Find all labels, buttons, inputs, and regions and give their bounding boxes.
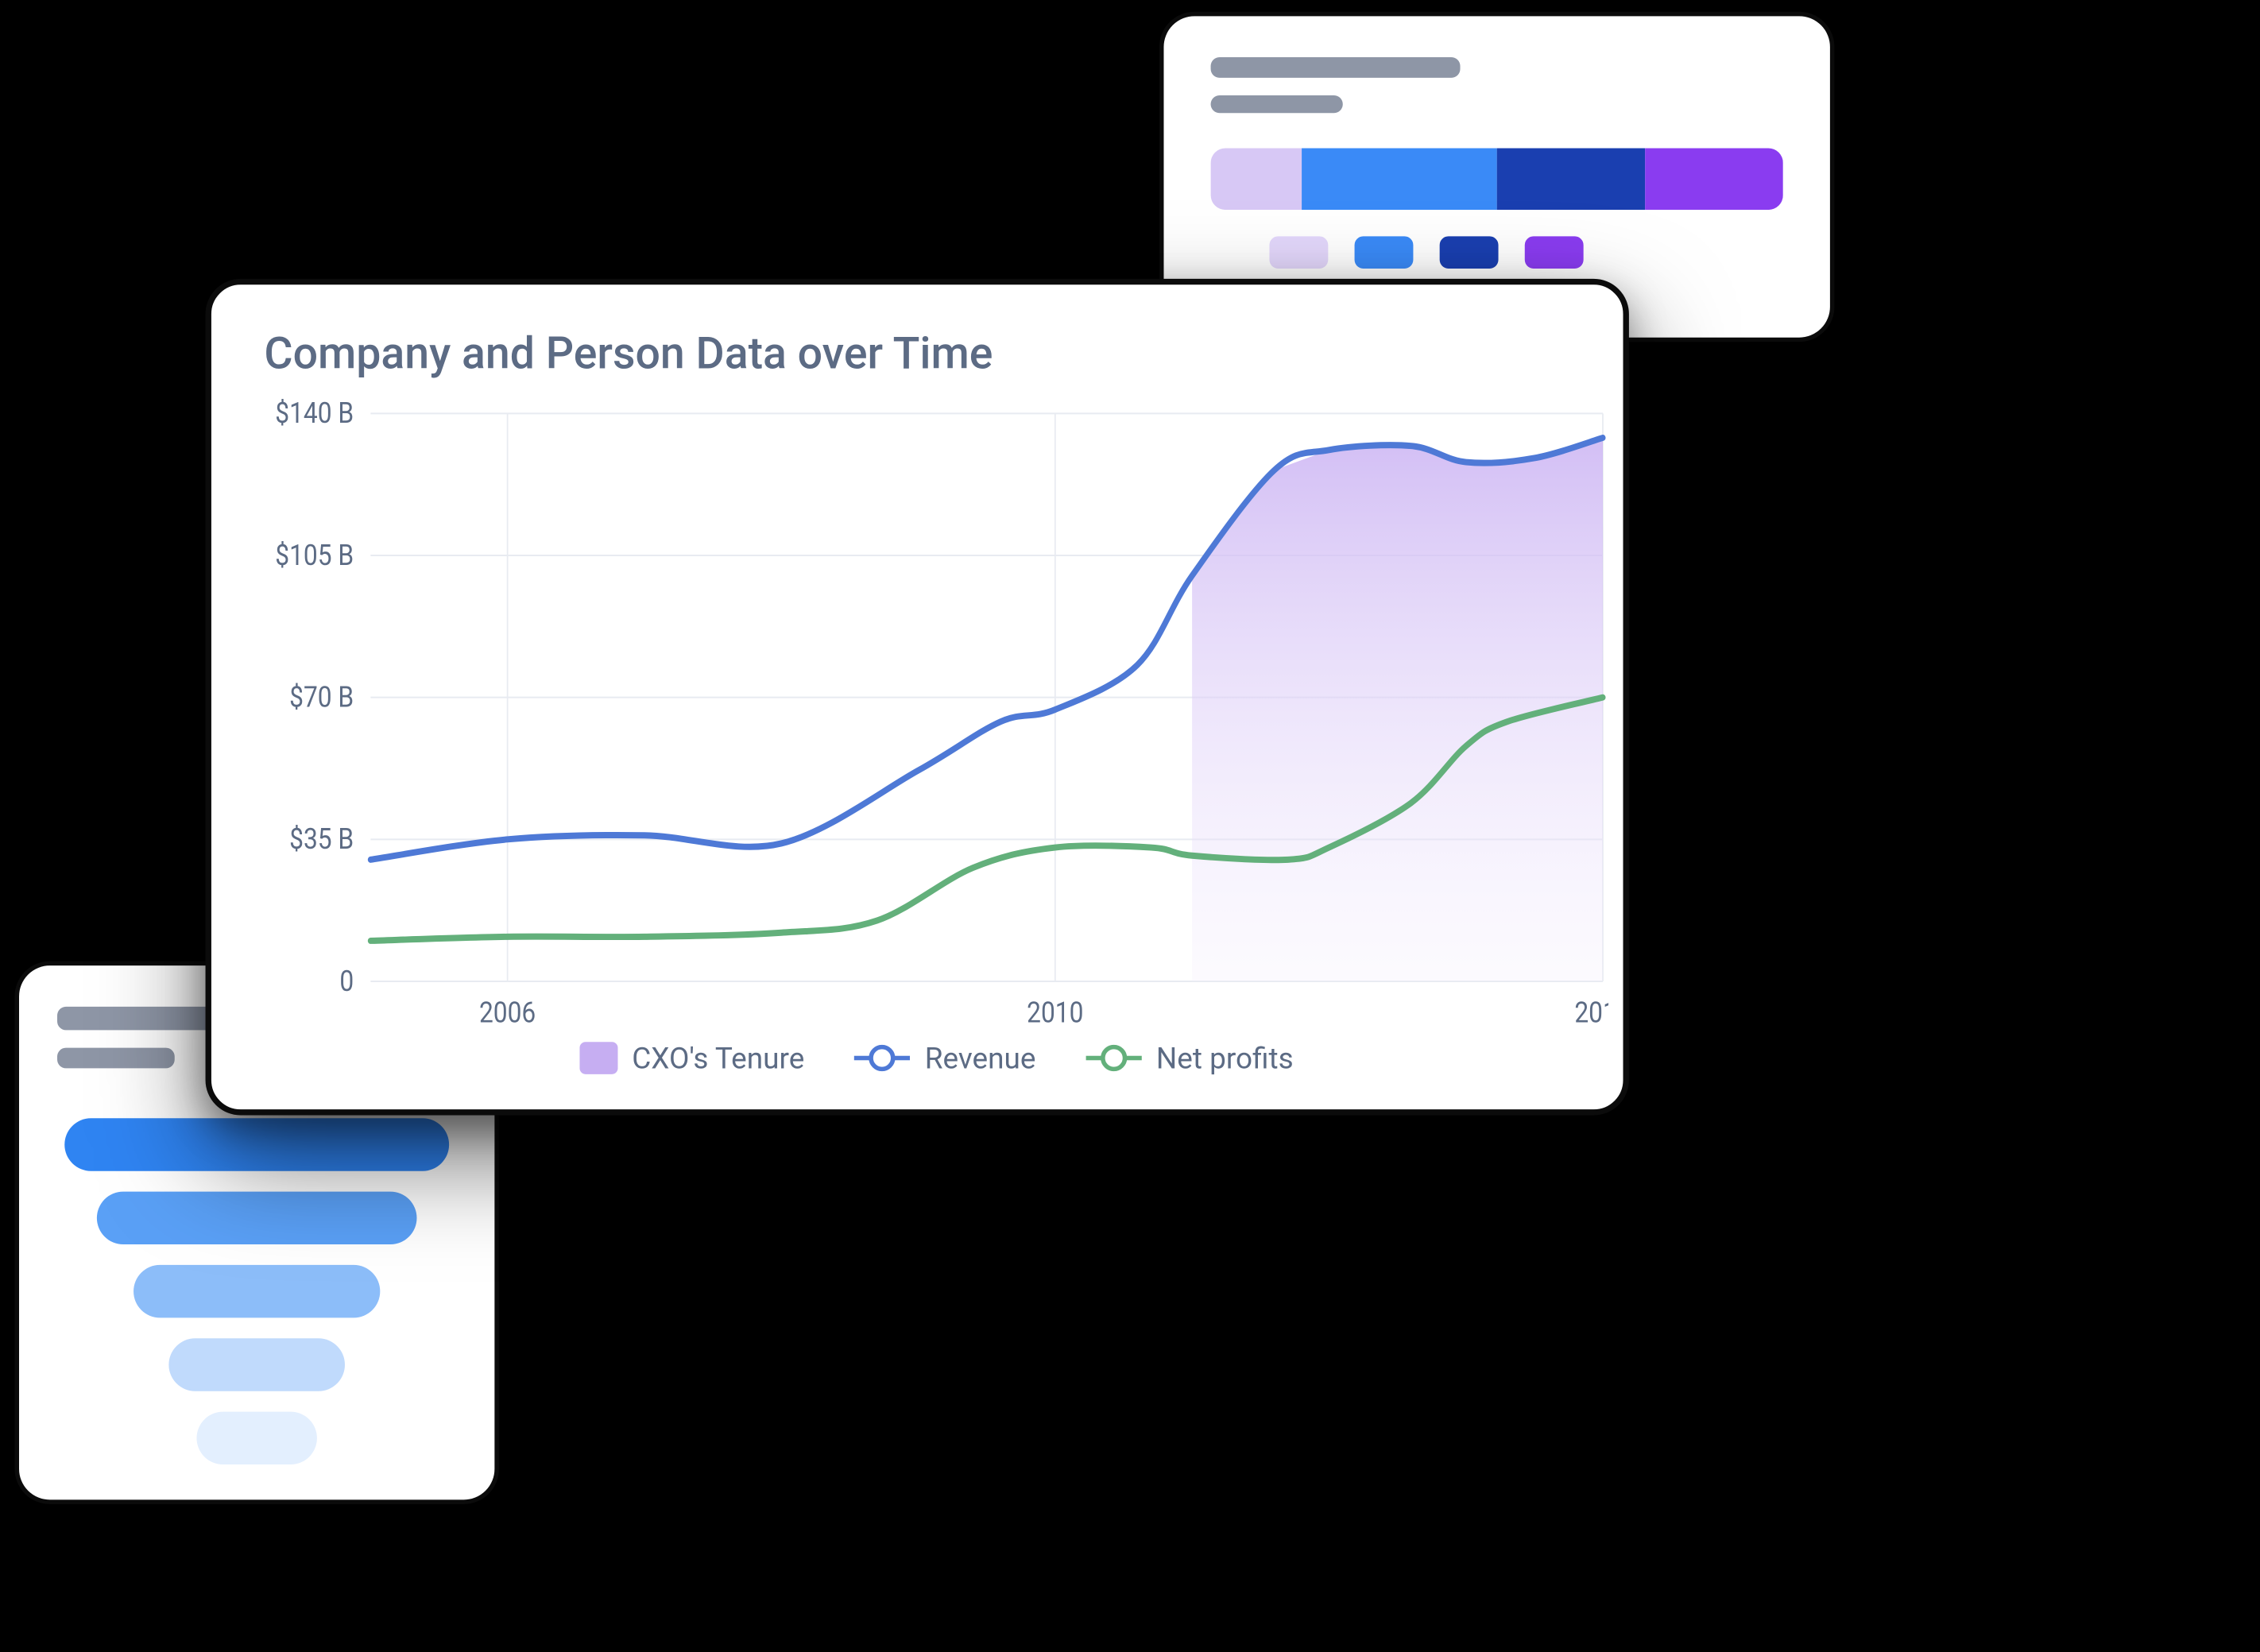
y-axis-label: $105 B [275,540,354,572]
legend-chip [1355,236,1414,269]
legend-label: Revenue [925,1040,1036,1075]
x-axis-label: 2006 [479,997,536,1029]
stacked-bar-segment [1211,149,1302,211]
chart-legend: CXO's Tenure Revenue Net profits [264,1040,1608,1075]
y-axis-label: 0 [339,965,354,998]
x-axis-label: 2010 [1027,997,1083,1029]
placeholder-subtitle-line [57,1048,175,1069]
legend-swatch-area [579,1042,617,1074]
y-axis-label: $70 B [289,682,354,714]
y-axis-label: $140 B [275,398,354,431]
line-chart-svg: 0 $35 B $70 B $105 B $140 B 2006 2010 2014 [264,397,1608,1028]
funnel-bar [169,1338,345,1391]
funnel-bar [65,1118,448,1170]
legend-chip [1269,236,1328,269]
y-axis-label: $35 B [289,824,354,857]
stacked-bar-segment [1302,149,1497,211]
x-axis-label: 2014 [1574,997,1608,1029]
stacked-bar-legend [1211,236,1783,269]
legend-item-revenue: Revenue [854,1040,1035,1075]
funnel-bar [133,1265,380,1317]
funnel-bar [197,1412,317,1464]
main-chart-card: Company and Person Data over Time 0 $35 B… [206,279,1629,1116]
placeholder-title-line [1211,57,1461,78]
placeholder-title-line [57,1007,226,1031]
placeholder-subtitle-line [1211,95,1343,113]
stacked-bar [1211,149,1783,211]
funnel-chart [57,1118,456,1464]
legend-chip [1525,236,1584,269]
funnel-bar [97,1192,416,1244]
chart-plot-area: 0 $35 B $70 B $105 B $140 B 2006 2010 2014 [264,397,1608,1028]
legend-chip [1440,236,1499,269]
legend-label: CXO's Tenure [632,1040,804,1075]
legend-label: Net profits [1156,1040,1294,1075]
legend-item-netprofits: Net profits [1085,1040,1293,1075]
stacked-bar-segment [1646,149,1783,211]
chart-title: Company and Person Data over Time [264,329,1608,381]
legend-item-tenure: CXO's Tenure [579,1040,805,1075]
stacked-bar-segment [1497,149,1646,211]
